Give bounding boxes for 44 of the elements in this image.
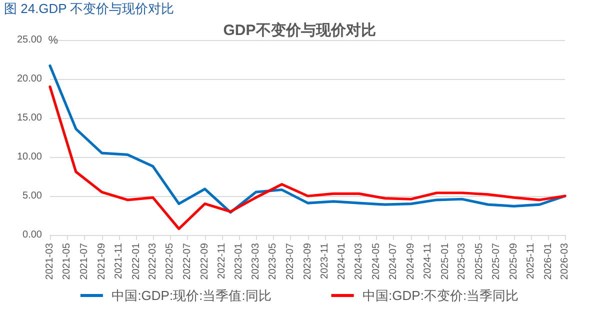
x-tick-label: 2025-05: [474, 242, 485, 280]
x-tick-label: 2026-03: [560, 242, 570, 280]
y-tick-label: 25.00: [16, 34, 42, 46]
line-series: [48, 64, 566, 214]
x-tick-label: 2023-05: [268, 242, 279, 280]
x-tick-label: 2025-11: [526, 242, 537, 279]
y-tick-label: 20.00: [16, 74, 42, 84]
x-tick-label: 2023-03: [250, 242, 262, 280]
y-tick-label: 0.00: [22, 230, 42, 240]
x-tick-label: 2022-05: [164, 242, 176, 280]
x-tick-label: 2024-05: [370, 242, 382, 280]
caption: 图 24.GDP 不变价与现价对比: [4, 1, 174, 16]
x-tick-label: 2025-07: [490, 242, 502, 280]
y-tick-label: 10.00: [16, 152, 42, 162]
x-tick-label: 2021-05: [62, 242, 73, 280]
x-tick-label: 2021-09: [96, 242, 108, 280]
x-tick-label: 2021-11: [114, 242, 125, 279]
x-tick-label: 2024-03: [354, 242, 365, 280]
x-tick-label: 2024-01: [336, 242, 348, 280]
chart-title: GDP不变价与现价对比: [223, 21, 376, 39]
x-tick-label: 2023-09: [302, 242, 314, 280]
x-tick-label: 2022-01: [130, 242, 142, 280]
legend-label: 中国:GDP:不变价:当季同比: [362, 288, 519, 303]
x-tick-label: 2021-07: [78, 242, 90, 280]
x-tick-label: 2025-03: [456, 242, 468, 280]
y-tick-label: 5.00: [22, 190, 42, 202]
x-tick-label: 2024-09: [406, 242, 417, 280]
legend-label: 中国:GDP:现价:当季值:同比: [112, 288, 272, 303]
x-tick-label: 2023-07: [284, 242, 296, 280]
y-axis-title: %: [48, 34, 58, 46]
x-tick-label: 2021-03: [44, 242, 56, 280]
x-tick-label: 2022-07: [182, 242, 193, 280]
x-tick-label: 2025-01: [440, 242, 451, 280]
x-tick-label: 2022-03: [147, 242, 158, 280]
x-tick-label: 2024-07: [388, 242, 400, 280]
line-series: [48, 86, 566, 230]
y-tick-label: 15.00: [16, 112, 42, 124]
x-tick-label: 2022-11: [216, 242, 228, 279]
x-tick-label: 2025-09: [508, 242, 520, 280]
x-tick-label: 2026-01: [542, 242, 554, 280]
x-tick-label: 2023-01: [234, 242, 245, 280]
x-tick-label: 2023-11: [319, 242, 330, 279]
x-tick-label: 2022-09: [199, 242, 210, 280]
x-tick-label: 2024-11: [422, 242, 434, 279]
